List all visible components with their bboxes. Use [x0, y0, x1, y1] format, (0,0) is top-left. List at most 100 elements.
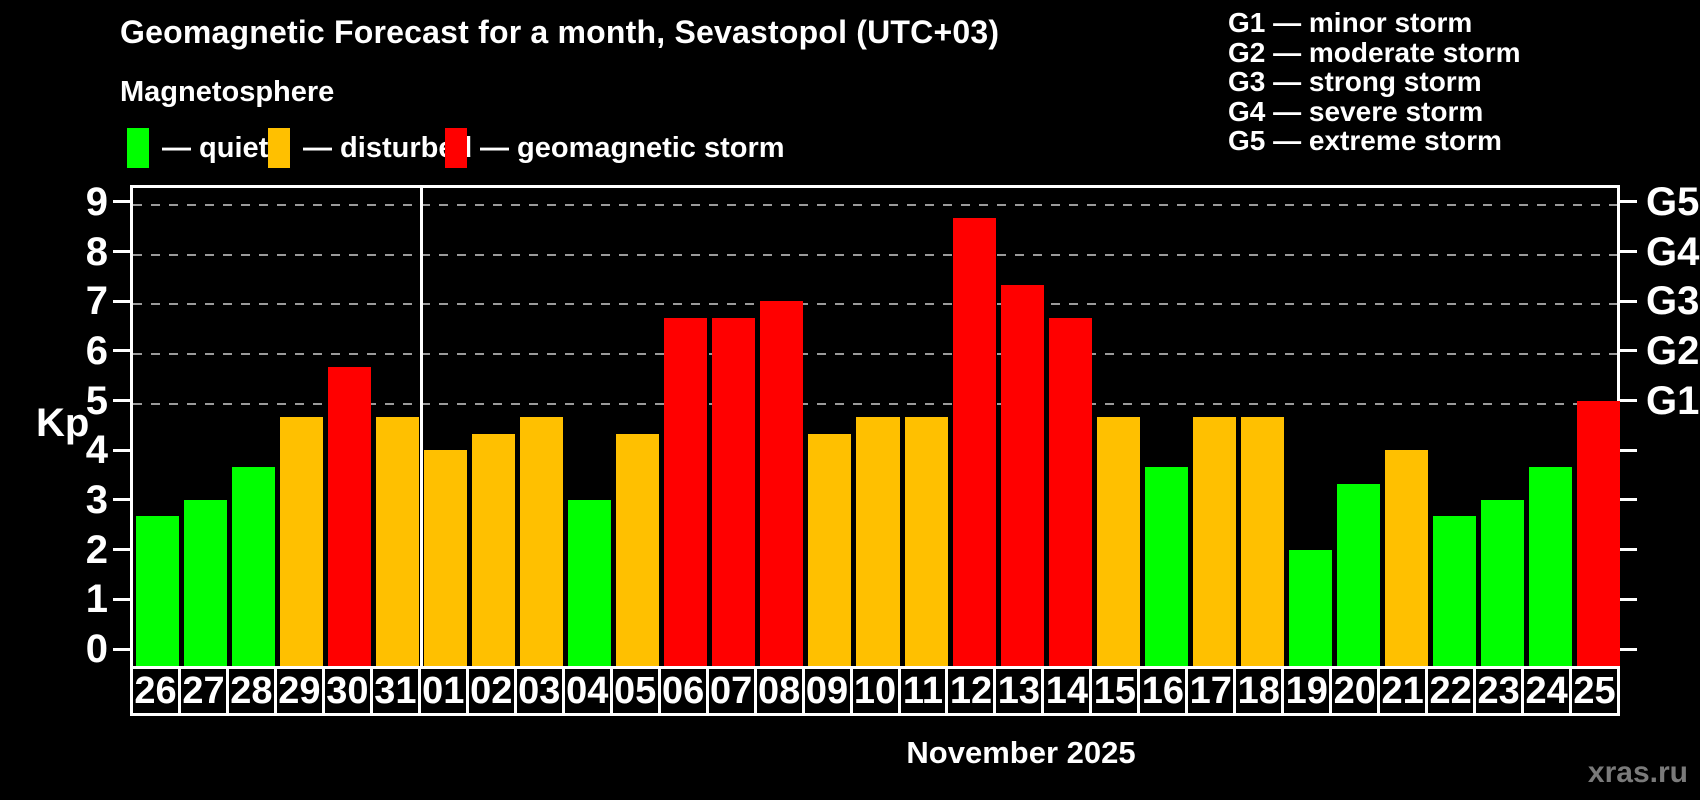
date-cell-11: 11 [897, 666, 949, 716]
date-cell-20: 20 [1329, 666, 1381, 716]
date-cell-15: 15 [1089, 666, 1141, 716]
bar-20 [1337, 483, 1381, 667]
right-tick-kp2 [1620, 548, 1637, 552]
chart-title: Geomagnetic Forecast for a month, Sevast… [120, 14, 1000, 50]
right-tick-kp9 [1620, 200, 1637, 204]
bar-29 [279, 417, 323, 667]
y-axis-title: Kp [36, 401, 90, 446]
date-cell-14: 14 [1041, 666, 1093, 716]
right-tick-kp8 [1620, 250, 1637, 254]
y-tick-label-2: 2 [85, 527, 108, 572]
left-tick-kp8 [113, 250, 130, 254]
x-axis-title: November 2025 [906, 735, 1136, 770]
bar-01 [423, 450, 467, 667]
left-tick-kp9 [113, 200, 130, 204]
date-cell-22: 22 [1425, 666, 1477, 716]
right-axis-label-g1: G1 [1646, 378, 1700, 423]
gridline-kp7 [133, 303, 1617, 306]
bar-14 [1048, 317, 1092, 667]
bar-18 [1240, 417, 1285, 667]
right-axis-label-g5: G5 [1646, 179, 1700, 224]
date-cell-26: 26 [130, 666, 181, 716]
date-cell-04: 04 [561, 666, 613, 716]
left-tick-kp6 [113, 349, 130, 353]
date-cell-17: 17 [1185, 666, 1237, 716]
bar-13 [1000, 284, 1044, 667]
bar-10 [856, 417, 900, 667]
date-cell-30: 30 [321, 666, 373, 716]
legend-label-disturbed: — disturbed [303, 131, 473, 164]
date-cell-29: 29 [273, 666, 325, 716]
date-cell-27: 27 [177, 666, 229, 716]
date-cell-31: 31 [369, 666, 421, 716]
left-tick-kp7 [113, 299, 130, 303]
date-cell-05: 05 [609, 666, 661, 716]
left-tick-kp4 [113, 448, 130, 452]
date-cell-08: 08 [753, 666, 805, 716]
y-tick-label-6: 6 [85, 328, 108, 373]
bar-07 [712, 317, 756, 667]
left-tick-kp3 [113, 498, 130, 502]
gridline-kp6 [133, 352, 1617, 355]
bar-15 [1096, 417, 1140, 667]
date-cell-09: 09 [801, 666, 853, 716]
date-cell-23: 23 [1473, 666, 1525, 716]
right-axis-label-g2: G2 [1646, 328, 1700, 373]
bar-25 [1577, 400, 1621, 667]
storm-color-swatch [445, 128, 467, 168]
date-cell-25: 25 [1569, 666, 1621, 716]
bar-22 [1433, 516, 1477, 667]
storm-scale-g5: G5 — extreme storm [1228, 125, 1502, 157]
date-cell-01: 01 [417, 666, 469, 716]
gridline-kp8 [133, 253, 1617, 256]
left-tick-kp0 [113, 647, 130, 651]
watermark: xras.ru [1587, 756, 1688, 789]
gridline-kp9 [133, 203, 1617, 206]
right-tick-kp3 [1620, 498, 1637, 502]
date-axis: 26 27 28 29 30 31 01 02 03 04 05 06 07 08 09 10 11 12 13 14… [130, 666, 1621, 716]
date-cell-02: 02 [465, 666, 517, 716]
plot-area [130, 185, 1621, 667]
storm-scale-g3: G3 — strong storm [1228, 66, 1482, 98]
legend-item-quiet: — quiet [127, 126, 268, 170]
bar-28 [231, 466, 275, 667]
right-tick-kp1 [1620, 597, 1637, 601]
disturbed-color-swatch [268, 128, 290, 168]
date-cell-06: 06 [657, 666, 709, 716]
date-cell-07: 07 [705, 666, 757, 716]
chart-subtitle: Magnetosphere [120, 76, 335, 108]
bar-27 [183, 500, 227, 667]
date-cell-24: 24 [1521, 666, 1573, 716]
bar-09 [808, 433, 852, 667]
right-tick-kp6 [1620, 349, 1637, 353]
legend-label-quiet: — quiet [162, 131, 269, 164]
date-cell-18: 18 [1233, 666, 1285, 716]
date-cell-03: 03 [513, 666, 565, 716]
bar-04 [568, 500, 612, 667]
date-cell-19: 19 [1281, 666, 1333, 716]
bar-03 [520, 417, 564, 667]
legend-label-storm: — geomagnetic storm [480, 131, 785, 164]
y-tick-label-9: 9 [85, 179, 108, 224]
bar-24 [1529, 466, 1573, 667]
bar-23 [1481, 500, 1525, 667]
bar-17 [1192, 417, 1236, 667]
y-tick-label-8: 8 [85, 229, 108, 274]
y-tick-label-0: 0 [85, 627, 108, 671]
date-cell-12: 12 [945, 666, 997, 716]
y-tick-label-5: 5 [85, 378, 108, 423]
date-cell-16: 16 [1137, 666, 1189, 716]
left-tick-kp5 [113, 399, 130, 403]
right-tick-kp4 [1620, 448, 1637, 452]
storm-scale-g1: G1 — minor storm [1228, 7, 1473, 38]
date-cell-10: 10 [849, 666, 901, 716]
bar-08 [760, 301, 804, 667]
right-tick-kp0 [1620, 647, 1637, 651]
left-tick-kp2 [113, 548, 130, 552]
bar-02 [471, 433, 515, 667]
legend-item-disturbed: — disturbed [268, 126, 472, 170]
month-separator [419, 188, 423, 667]
left-tick-kp1 [113, 597, 130, 601]
date-cell-28: 28 [225, 666, 277, 716]
